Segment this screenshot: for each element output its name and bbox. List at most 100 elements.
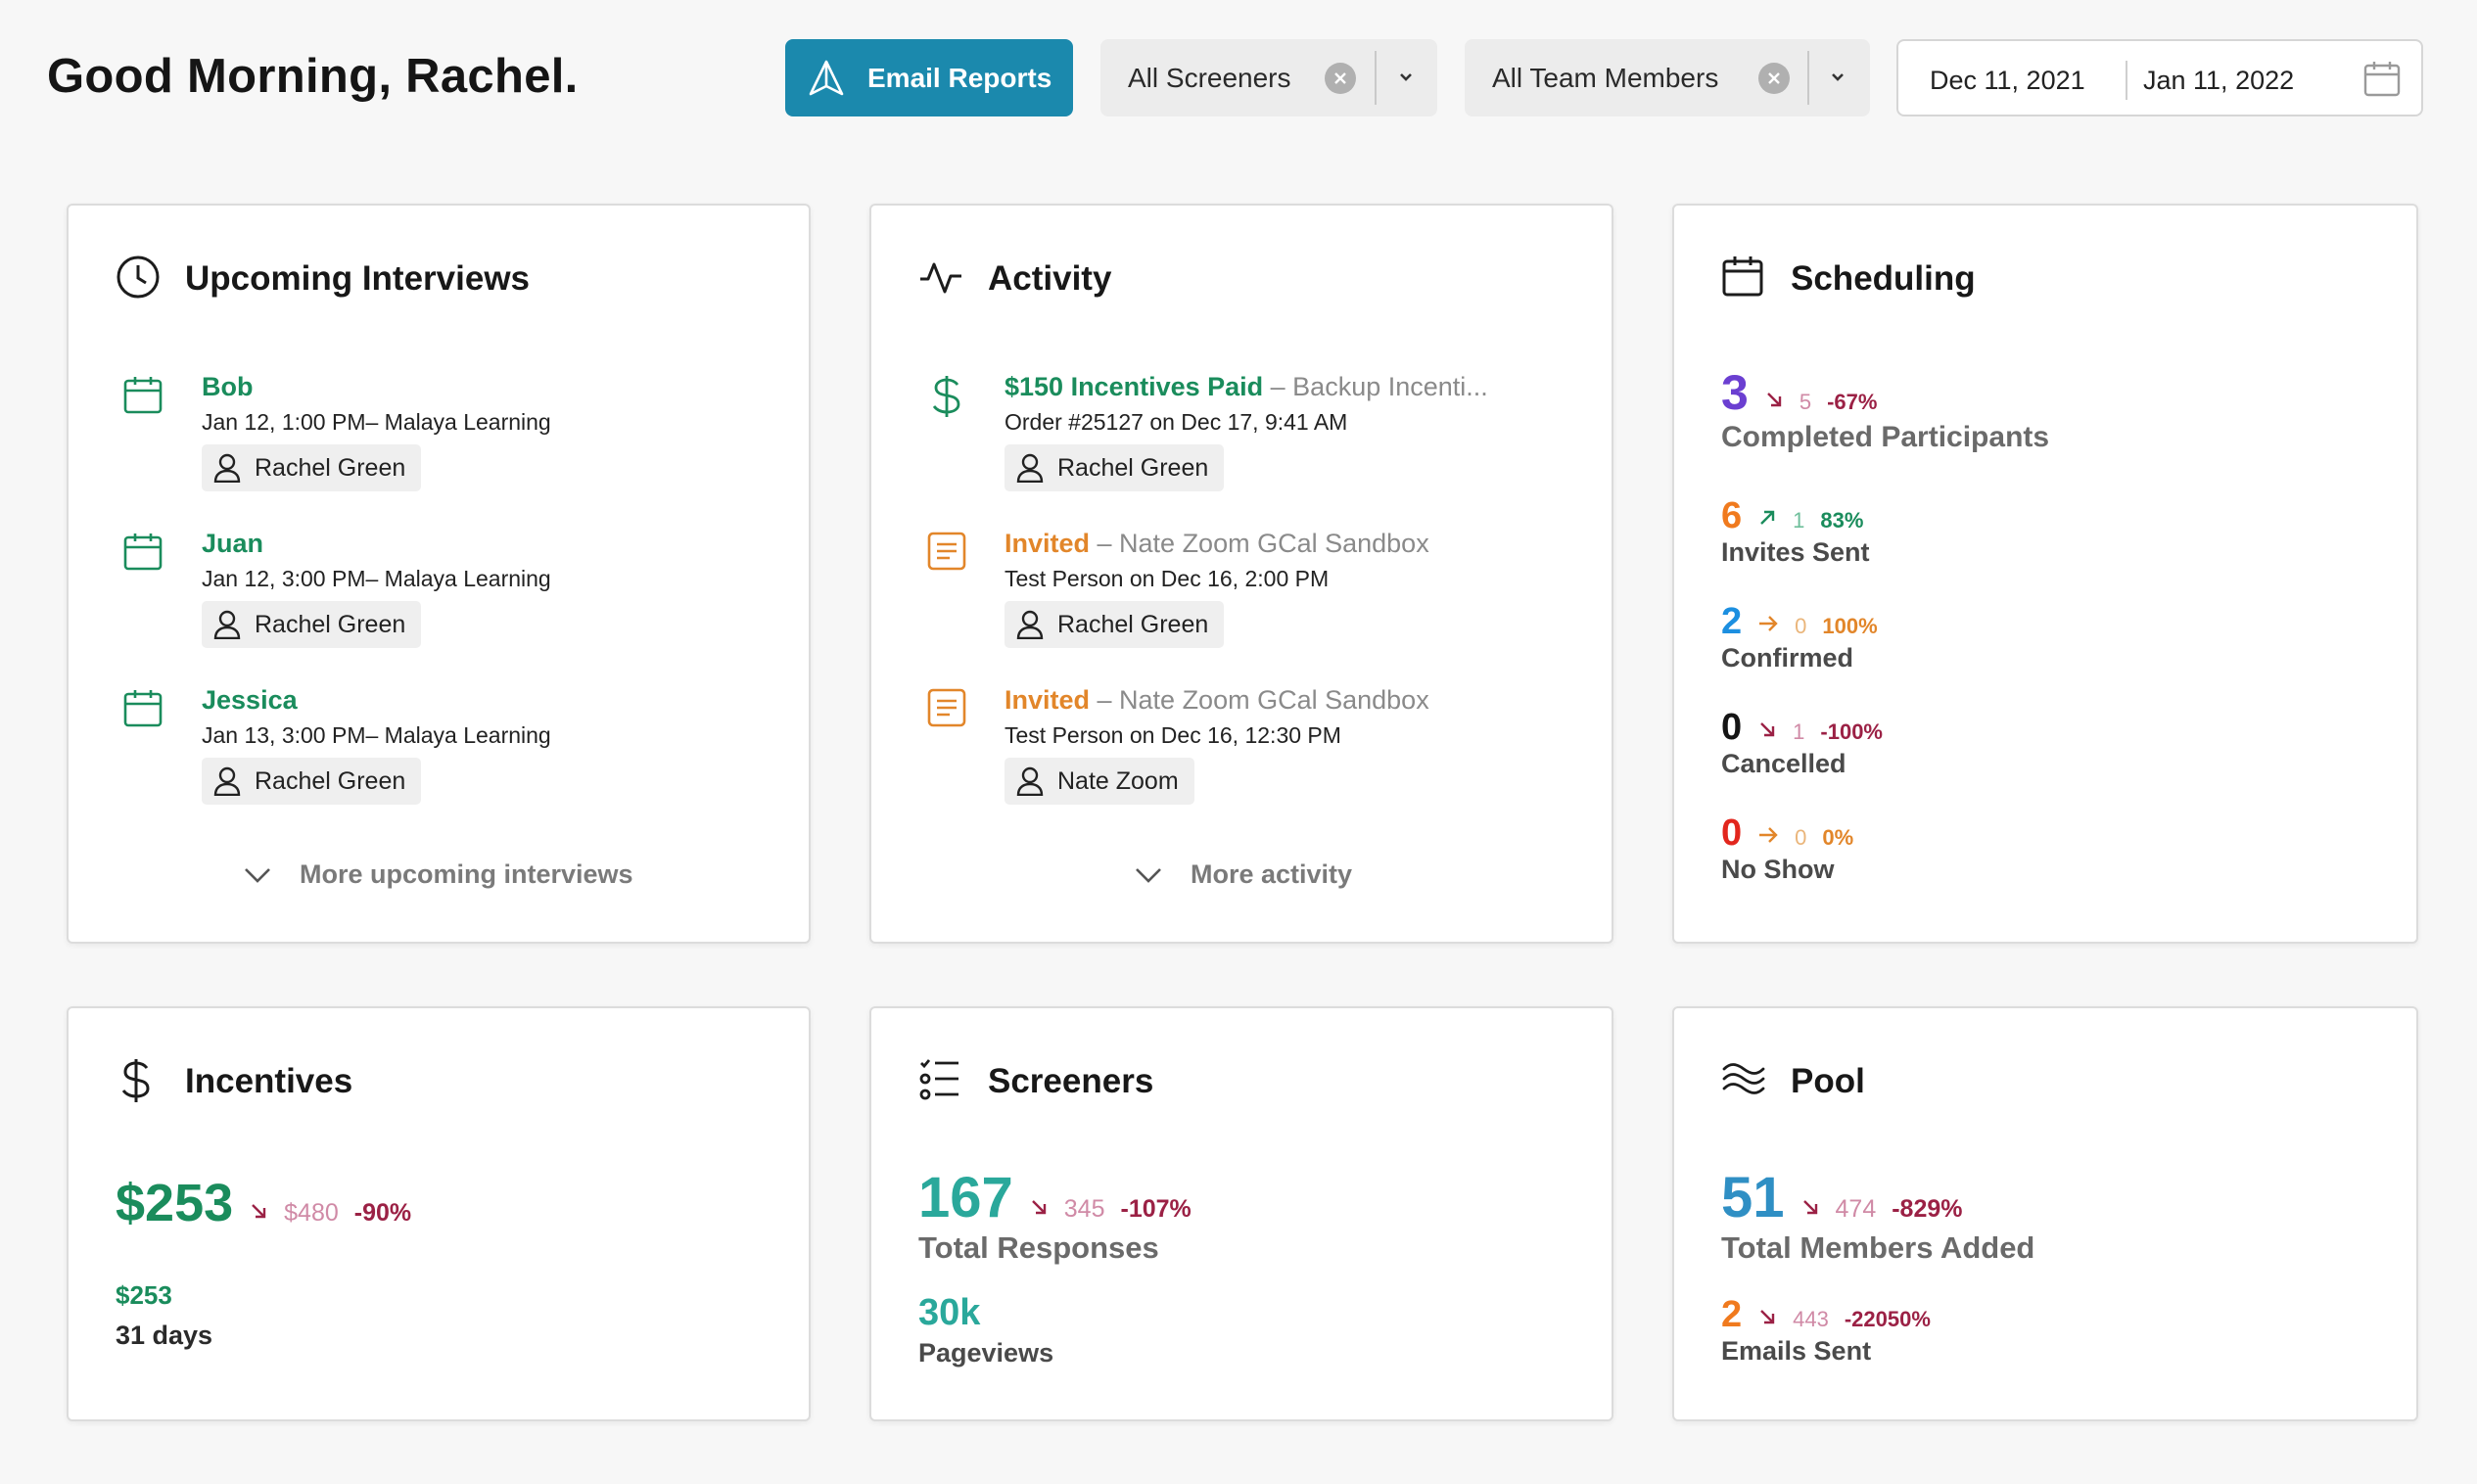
stat-previous: 474 [1835, 1195, 1877, 1223]
chevron-down-icon[interactable] [1397, 69, 1415, 86]
user-icon [1016, 766, 1044, 796]
page-title: Good Morning, Rachel. [47, 50, 579, 103]
stat-value: 0 [1721, 812, 1743, 854]
stat-value: $253 [116, 1280, 172, 1310]
owner-name: Rachel Green [1057, 610, 1209, 638]
calendar-icon[interactable] [2362, 59, 2402, 98]
dollar-icon [119, 1057, 153, 1104]
stat-value: 51 [1721, 1166, 1785, 1229]
more-label: More upcoming interviews [300, 859, 633, 889]
stat-value: 2 [1721, 1294, 1743, 1335]
stat-label: Completed Participants [1721, 421, 2050, 453]
stat-previous: 345 [1063, 1195, 1105, 1223]
owner-chip: Rachel Green [1005, 444, 1225, 491]
stat-change: -107% [1120, 1195, 1192, 1223]
stat-value: 30k [918, 1292, 981, 1333]
activity-card: Activity $150 Incentives Paid – Backup I… [869, 204, 1613, 944]
activity-headline[interactable]: Invited – Nate Zoom GCal Sandbox [1005, 685, 1429, 715]
arrow-down-right-icon [1029, 1197, 1049, 1217]
owner-name: Rachel Green [255, 610, 406, 638]
card-title: Scheduling [1791, 259, 1976, 298]
incentives-period-stat: $253 31 days [116, 1280, 212, 1351]
document-icon [926, 531, 967, 572]
stat-change: -100% [1820, 719, 1883, 744]
activity-subtext: Test Person on Dec 16, 12:30 PM [1005, 722, 1341, 748]
stat-previous: 5 [1799, 390, 1812, 414]
stat-value: 3 [1721, 365, 1749, 420]
arrow-down-right-icon [1757, 1307, 1777, 1326]
clear-screeners-icon[interactable] [1325, 63, 1356, 94]
interview-participant[interactable]: Bob [202, 372, 254, 401]
arrow-right-icon [1757, 825, 1779, 845]
screeners-filter[interactable]: All Screeners [1100, 39, 1437, 116]
chevron-down-icon[interactable] [1829, 69, 1846, 86]
stat-change: 100% [1822, 614, 1878, 638]
stat-value: 0 [1721, 707, 1743, 748]
more-upcoming-interviews-link[interactable]: More upcoming interviews [243, 859, 633, 890]
card-title: Pool [1791, 1062, 1865, 1100]
screeners-card: Screeners 167 345 -107% Total Responses … [869, 1006, 1613, 1421]
cancelled-stat: 0 1 -100% Cancelled [1721, 707, 1883, 779]
stat-previous: 1 [1793, 508, 1805, 533]
stat-label: 31 days [116, 1321, 213, 1350]
stat-value: 6 [1721, 495, 1743, 536]
card-title: Upcoming Interviews [185, 259, 531, 298]
owner-chip: Rachel Green [1005, 601, 1225, 648]
team-filter-value: All Team Members [1492, 62, 1719, 93]
stat-label: Cancelled [1721, 749, 1846, 778]
interview-participant[interactable]: Juan [202, 529, 264, 558]
interview-time: Jan 12, 1:00 PM– Malaya Learning [202, 409, 551, 435]
date-end[interactable]: Jan 11, 2022 [2143, 66, 2295, 95]
owner-chip: Rachel Green [202, 601, 422, 648]
owner-name: Rachel Green [255, 766, 406, 795]
stat-change: -90% [353, 1199, 412, 1227]
arrow-down-right-icon [1800, 1197, 1820, 1217]
chevron-down-icon [243, 865, 272, 885]
stat-previous: 0 [1795, 825, 1807, 850]
email-reports-button[interactable]: Email Reports [785, 39, 1073, 116]
activity-headline[interactable]: $150 Incentives Paid – Backup Incenti... [1005, 372, 1488, 401]
arrow-right-icon [1757, 614, 1779, 633]
activity-headline[interactable]: Invited – Nate Zoom GCal Sandbox [1005, 529, 1429, 558]
total-members-added-stat: 51 474 -829% Total Members Added [1721, 1165, 2034, 1266]
date-start[interactable]: Dec 11, 2021 [1930, 66, 2085, 95]
team-members-filter[interactable]: All Team Members [1465, 39, 1870, 116]
owner-chip: Nate Zoom [1005, 758, 1194, 805]
more-activity-link[interactable]: More activity [1134, 859, 1352, 890]
card-title: Screeners [988, 1062, 1154, 1100]
arrow-down-right-icon [1757, 719, 1777, 739]
activity-pulse-icon [918, 255, 963, 300]
stat-value: 2 [1721, 601, 1743, 642]
chevron-down-icon [1134, 865, 1163, 885]
document-icon [926, 687, 967, 728]
stat-previous: 443 [1793, 1307, 1829, 1331]
completed-participants-stat: 3 5 -67% Completed Participants [1721, 364, 2049, 454]
activity-subtext: Test Person on Dec 16, 2:00 PM [1005, 566, 1330, 591]
invites-sent-stat: 6 1 83% Invites Sent [1721, 495, 1870, 568]
user-icon [213, 610, 241, 639]
owner-name: Nate Zoom [1057, 766, 1179, 795]
screeners-filter-value: All Screeners [1128, 62, 1291, 93]
stat-change: -67% [1827, 390, 1878, 414]
dollar-icon [930, 374, 963, 419]
user-icon [213, 766, 241, 796]
stat-value: 167 [918, 1166, 1013, 1229]
calendar-icon [122, 687, 164, 728]
clear-team-icon[interactable] [1758, 63, 1790, 94]
stat-change: -829% [1892, 1195, 1963, 1223]
calendar-icon [122, 531, 164, 572]
stat-label: Total Members Added [1721, 1230, 2035, 1265]
user-icon [1016, 610, 1044, 639]
pageviews-stat: 30k Pageviews [918, 1292, 1053, 1368]
interview-time: Jan 12, 3:00 PM– Malaya Learning [202, 566, 551, 591]
checklist-icon [918, 1057, 961, 1100]
interview-participant[interactable]: Jessica [202, 685, 298, 715]
stat-change: 0% [1822, 825, 1854, 850]
stat-label: No Show [1721, 855, 1835, 884]
calendar-icon [122, 374, 164, 415]
activity-subtext: Order #25127 on Dec 17, 9:41 AM [1005, 409, 1348, 435]
stat-label: Confirmed [1721, 643, 1853, 672]
card-title: Incentives [185, 1062, 353, 1100]
email-reports-label: Email Reports [867, 62, 1052, 93]
date-range-picker[interactable]: Dec 11, 2021 Jan 11, 2022 [1896, 39, 2423, 116]
